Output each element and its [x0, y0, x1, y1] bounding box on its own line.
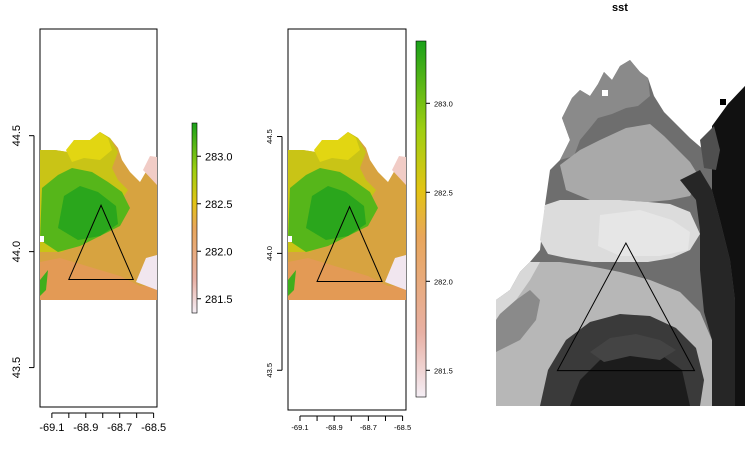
y-tick-label: 43.5 [11, 357, 23, 378]
x-tick-label: -68.9 [73, 422, 98, 434]
panel-3: sst [496, 2, 745, 406]
raster-map [288, 132, 406, 300]
raster-map [40, 132, 157, 300]
y-tick-label: 44.0 [11, 241, 23, 262]
y-tick-label: 43.5 [265, 363, 274, 378]
raster-map-grayscale [496, 60, 745, 406]
legend-tick-label: 282.0 [434, 277, 453, 286]
x-tick-label: -68.9 [326, 423, 343, 432]
y-tick-label: 44.5 [265, 129, 274, 144]
legend-tick-label: 282.5 [434, 188, 453, 197]
x-tick-label: -68.5 [141, 422, 166, 434]
panel-1: -69.1 -68.9 -68.7 -68.5 43.5 44.0 44.5 281.5 28… [11, 28, 233, 434]
legend-colorbar [191, 122, 198, 314]
y-tick-label: 44.0 [265, 246, 274, 261]
x-tick-label: -68.5 [394, 423, 411, 432]
legend-tick-label: 281.5 [434, 366, 453, 375]
x-tick-label: -69.1 [291, 423, 308, 432]
x-tick-label: -69.1 [39, 422, 64, 434]
legend-tick-label: 282.5 [205, 199, 233, 211]
panel-2: -69.1 -68.9 -68.7 -68.5 43.5 44.0 44.5 281.5 28… [265, 28, 453, 432]
x-tick-label: -68.7 [360, 423, 377, 432]
y-tick-label: 44.5 [11, 125, 23, 146]
legend-tick-label: 283.0 [434, 99, 453, 108]
panel-title: sst [612, 2, 628, 14]
legend-colorbar [415, 40, 427, 398]
legend-tick-label: 283.0 [205, 151, 233, 163]
triangle-overlay [316, 205, 383, 282]
x-tick-label: -68.7 [107, 422, 132, 434]
legend-tick-label: 281.5 [205, 294, 233, 306]
triangle-overlay [556, 242, 696, 372]
legend-tick-label: 282.0 [205, 246, 233, 258]
triangle-overlay [68, 203, 135, 280]
